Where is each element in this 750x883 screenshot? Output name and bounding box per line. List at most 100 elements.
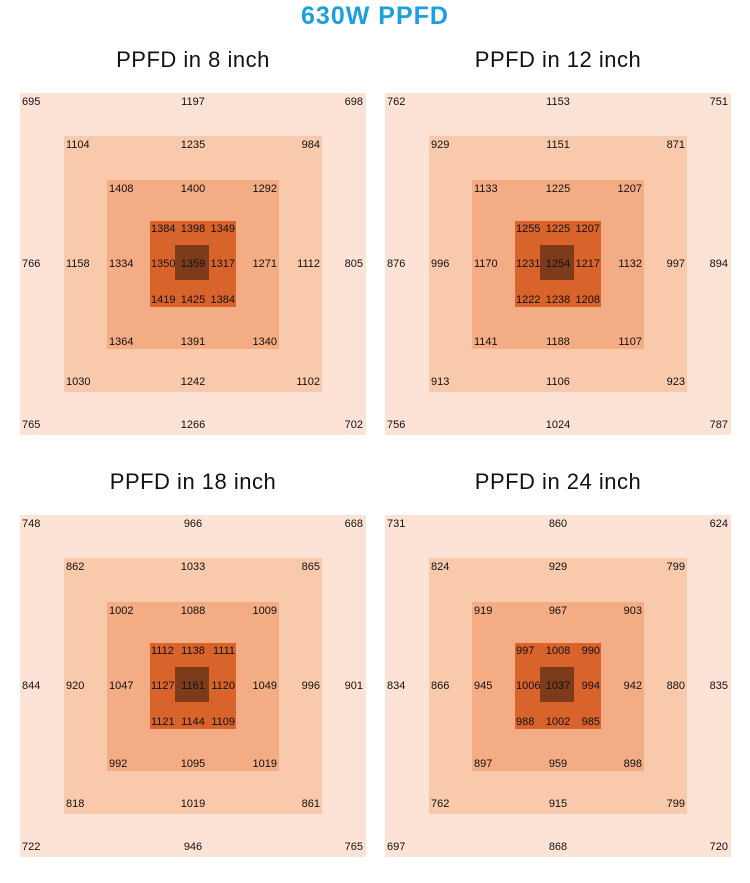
- ppfd-value-ring1-middle: 1112: [297, 258, 320, 270]
- ppfd-value-outer-middle: 844: [22, 680, 40, 692]
- ppfd-value-inner-middle: 1317: [211, 258, 235, 270]
- ppfd-value-outer-middle: 766: [22, 258, 40, 270]
- ppfd-value-outer-middle: 805: [345, 258, 363, 270]
- ppfd-value-outer-top: 624: [710, 518, 728, 530]
- ppfd-value-ring2-bottom: 1019: [253, 758, 277, 770]
- ppfd-value-ring2-top: 1133: [474, 183, 498, 195]
- ppfd-value-inner-middle: 1231: [516, 258, 540, 270]
- ppfd-value-outer-top: 1197: [181, 96, 205, 108]
- ppfd-value-ring1-top: 1104: [66, 139, 90, 151]
- ppfd-value-outer-top: 695: [22, 96, 40, 108]
- ppfd-value-ring2-bottom: 1107: [618, 336, 642, 348]
- ppfd-value-ring2-middle: 1047: [109, 680, 133, 692]
- ppfd-value-ring1-top: 929: [549, 561, 567, 573]
- panel-title: PPFD in 18 inch: [109, 469, 277, 494]
- ppfd-value-ring1-bottom: 1106: [546, 376, 570, 388]
- ppfd-value-ring2-middle: 1271: [253, 258, 277, 270]
- ppfd-value-inner-bottom: 1002: [546, 716, 570, 728]
- ppfd-value-outer-top: 860: [549, 518, 567, 530]
- ppfd-value-outer-bottom: 702: [345, 419, 363, 431]
- ppfd-value-outer-bottom: 765: [22, 419, 40, 431]
- ppfd-value-ring1-top: 862: [66, 561, 84, 573]
- ppfd-value-inner-top: 1207: [576, 223, 600, 235]
- ppfd-value-inner-top: 1111: [213, 645, 235, 657]
- ppfd-value-outer-bottom: 720: [710, 841, 728, 853]
- ppfd-value-ring2-bottom: 992: [109, 758, 127, 770]
- ppfd-value-ring1-middle: 996: [302, 680, 320, 692]
- ppfd-value-outer-bottom: 722: [22, 841, 40, 853]
- ppfd-value-ring2-top: 919: [474, 605, 492, 617]
- ppfd-value-ring2-bottom: 1095: [181, 758, 205, 770]
- ppfd-value-ring2-middle: 1334: [109, 258, 133, 270]
- ppfd-value-ring2-middle: 1049: [253, 680, 277, 692]
- ppfd-value-ring2-top: 903: [624, 605, 642, 617]
- ppfd-value-ring2-top: 1088: [181, 605, 205, 617]
- ppfd-value-ring2-middle: 942: [624, 680, 642, 692]
- ppfd-value-inner-top: 1112: [151, 645, 174, 657]
- ppfd-value-inner-bottom: 1144: [181, 716, 205, 728]
- ppfd-value-inner-bottom: 1121: [151, 716, 175, 728]
- panel-title: PPFD in 24 inch: [474, 469, 642, 494]
- ppfd-value-ring1-top: 984: [302, 139, 320, 151]
- ppfd-value-ring1-middle: 920: [66, 680, 84, 692]
- ppfd-value-ring1-middle: 996: [431, 258, 449, 270]
- ppfd-value-ring2-top: 1400: [181, 183, 205, 195]
- ppfd-value-outer-bottom: 1266: [181, 419, 205, 431]
- ppfd-value-ring2-top: 967: [549, 605, 567, 617]
- ppfd-value-ring1-bottom: 762: [431, 798, 449, 810]
- ppfd-value-ring1-bottom: 913: [431, 376, 449, 388]
- ppfd-value-outer-middle: 894: [710, 258, 728, 270]
- ppfd-value-outer-top: 966: [184, 518, 202, 530]
- ppfd-value-ring1-bottom: 1019: [181, 798, 205, 810]
- ppfd-value-ring1-bottom: 923: [667, 376, 685, 388]
- ppfd-value-outer-bottom: 868: [549, 841, 567, 853]
- ppfd-value-outer-middle: 901: [345, 680, 363, 692]
- ppfd-value-outer-bottom: 946: [184, 841, 202, 853]
- ppfd-value-ring1-middle: 1158: [66, 258, 90, 270]
- ppfd-value-inner-middle: 1161: [181, 680, 205, 692]
- ppfd-value-ring2-middle: 1170: [474, 258, 498, 270]
- ppfd-value-outer-top: 751: [710, 96, 728, 108]
- ppfd-value-inner-top: 1384: [151, 223, 175, 235]
- ppfd-value-outer-bottom: 787: [710, 419, 728, 431]
- ppfd-value-outer-top: 748: [22, 518, 40, 530]
- ppfd-value-ring1-bottom: 799: [667, 798, 685, 810]
- ppfd-value-ring2-middle: 945: [474, 680, 492, 692]
- ppfd-value-ring1-top: 871: [667, 139, 685, 151]
- ppfd-value-inner-bottom: 985: [582, 716, 600, 728]
- ppfd-value-outer-top: 762: [387, 96, 405, 108]
- ppfd-value-inner-middle: 1127: [151, 680, 175, 692]
- ppfd-value-ring1-bottom: 861: [302, 798, 320, 810]
- ppfd-value-ring2-bottom: 1141: [474, 336, 498, 348]
- ppfd-value-inner-top: 1225: [546, 223, 570, 235]
- ppfd-value-outer-middle: 834: [387, 680, 405, 692]
- ppfd-value-ring2-bottom: 898: [624, 758, 642, 770]
- ppfd-value-ring1-bottom: 1242: [181, 376, 205, 388]
- ppfd-value-outer-middle: 835: [710, 680, 728, 692]
- ppfd-value-inner-bottom: 1208: [576, 294, 600, 306]
- ppfd-value-outer-top: 698: [345, 96, 363, 108]
- ppfd-value-ring2-top: 1002: [109, 605, 133, 617]
- ppfd-value-inner-middle: 1120: [211, 680, 235, 692]
- ppfd-value-outer-bottom: 756: [387, 419, 405, 431]
- main-title: 630W PPFD: [301, 2, 449, 30]
- ppfd-value-inner-middle: 1350: [151, 258, 175, 270]
- ppfd-value-ring2-bottom: 959: [549, 758, 567, 770]
- ppfd-value-inner-bottom: 1425: [181, 294, 205, 306]
- panel-title: PPFD in 8 inch: [116, 47, 270, 72]
- ppfd-value-inner-top: 1398: [181, 223, 205, 235]
- ppfd-value-inner-bottom: 1419: [151, 294, 175, 306]
- ppfd-value-inner-middle: 1006: [516, 680, 540, 692]
- ppfd-value-outer-middle: 876: [387, 258, 405, 270]
- ppfd-value-inner-bottom: 1238: [546, 294, 570, 306]
- ppfd-grid: 748 966 668 844 901 722 946 765 862 1033 865 920 996…: [20, 515, 366, 857]
- ppfd-value-inner-middle: 1254: [546, 258, 570, 270]
- ppfd-value-inner-top: 997: [516, 645, 534, 657]
- ppfd-value-ring2-top: 1009: [253, 605, 277, 617]
- center-zone: [540, 245, 574, 280]
- ppfd-value-inner-top: 1255: [516, 223, 540, 235]
- center-zone: [175, 245, 209, 280]
- panel-title: PPFD in 12 inch: [474, 47, 642, 72]
- center-zone: [175, 667, 209, 702]
- ppfd-value-ring1-top: 799: [667, 561, 685, 573]
